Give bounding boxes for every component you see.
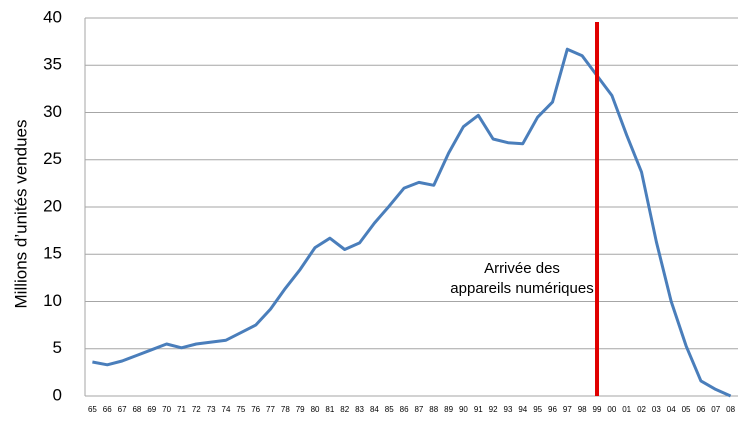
- x-tick-label: 75: [236, 405, 245, 414]
- x-tick-label: 84: [370, 405, 379, 414]
- x-tick-label: 04: [667, 405, 676, 414]
- y-tick-label: 10: [43, 291, 62, 310]
- x-tick-label: 97: [563, 405, 572, 414]
- y-tick-label: 25: [43, 149, 62, 168]
- x-tick-label: 00: [607, 405, 616, 414]
- x-tick-label: 94: [518, 405, 527, 414]
- x-tick-label: 67: [118, 405, 127, 414]
- x-tick-label: 91: [474, 405, 483, 414]
- x-tick-label: 85: [385, 405, 394, 414]
- x-tick-label: 88: [429, 405, 438, 414]
- x-tick-label: 92: [489, 405, 498, 414]
- x-tick-label: 81: [325, 405, 334, 414]
- x-tick-label: 99: [593, 405, 602, 414]
- x-tick-label: 87: [414, 405, 423, 414]
- x-tick-label: 08: [726, 405, 735, 414]
- y-axis-label: Millions d’unités vendues: [11, 120, 30, 309]
- x-tick-label: 65: [88, 405, 97, 414]
- x-tick-label: 74: [222, 405, 231, 414]
- x-tick-label: 07: [711, 405, 720, 414]
- x-tick-label: 93: [504, 405, 513, 414]
- x-tick-label: 73: [207, 405, 216, 414]
- x-tick-label: 89: [444, 405, 453, 414]
- x-tick-label: 70: [162, 405, 171, 414]
- y-tick-label: 5: [53, 338, 62, 357]
- x-tick-label: 06: [696, 405, 705, 414]
- x-tick-label: 01: [622, 405, 631, 414]
- x-tick-label: 71: [177, 405, 186, 414]
- x-tick-label: 98: [578, 405, 587, 414]
- x-tick-label: 02: [637, 405, 646, 414]
- y-tick-label: 15: [43, 244, 62, 263]
- x-tick-label: 68: [132, 405, 141, 414]
- data-line: [92, 47, 732, 398]
- y-tick-label: 0: [53, 385, 62, 404]
- x-tick-label: 05: [682, 405, 691, 414]
- x-tick-label: 78: [281, 405, 290, 414]
- x-tick-label: 82: [340, 405, 349, 414]
- x-tick-label: 69: [147, 405, 156, 414]
- y-tick-label: 30: [43, 102, 62, 121]
- x-tick-label: 66: [103, 405, 112, 414]
- x-tick-label: 80: [311, 405, 320, 414]
- x-tick-label: 90: [459, 405, 468, 414]
- annotation: Arrivée des: [484, 260, 560, 277]
- x-tick-label: 86: [400, 405, 409, 414]
- x-tick-label: 83: [355, 405, 364, 414]
- x-tick-label: 72: [192, 405, 201, 414]
- x-tick-label: 03: [652, 405, 661, 414]
- x-tick-label: 79: [296, 405, 305, 414]
- y-tick-label: 40: [43, 7, 62, 26]
- y-tick-label: 35: [43, 55, 62, 74]
- annotation: appareils numériques: [450, 280, 593, 297]
- x-tick-label: 96: [548, 405, 557, 414]
- x-tick-label: 95: [533, 405, 542, 414]
- x-tick-label: 76: [251, 405, 260, 414]
- y-tick-label: 20: [43, 196, 62, 215]
- x-tick-label: 77: [266, 405, 275, 414]
